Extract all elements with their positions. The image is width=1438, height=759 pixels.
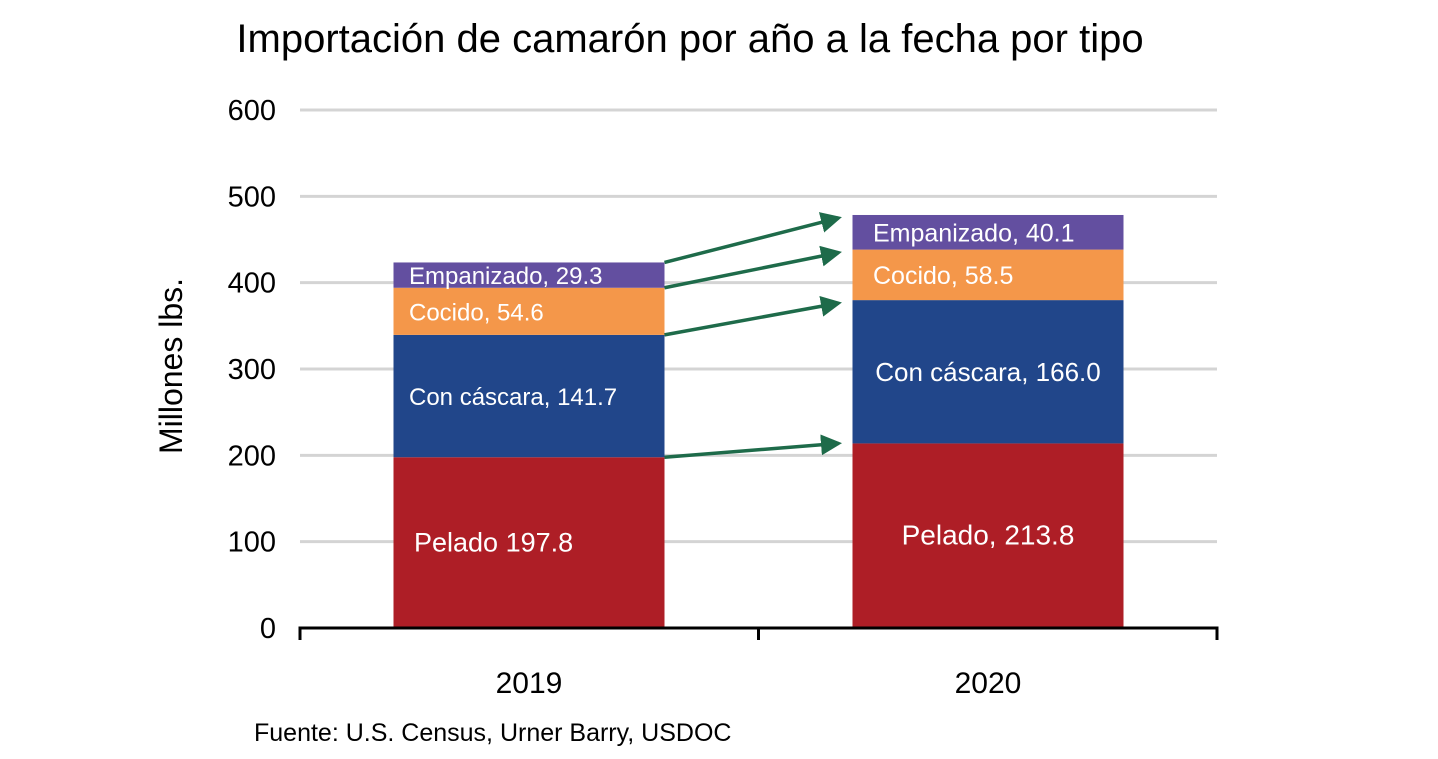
y-tick-label: 0 [260,613,276,645]
change-arrow [664,295,842,337]
data-label: Con cáscara, 166.0 [875,357,1100,387]
y-tick-label: 300 [228,354,276,386]
bars: Pelado 197.8 Con cáscara, 141.7 Cocido, 54… [393,214,1124,628]
bar-segment [393,287,665,335]
bar-segment [852,214,1124,250]
bar-segment [393,262,665,288]
change-arrows [664,212,842,459]
bar-segment [852,300,1124,444]
x-axis [298,626,1219,640]
y-tick-label: 500 [228,181,276,213]
y-tick-label: 100 [228,527,276,559]
y-tick-label: 600 [228,95,276,127]
change-arrow [664,212,842,265]
bar-segment [393,457,665,628]
x-axis-line [298,626,1219,640]
data-label: Con cáscara, 141.7 [409,384,617,411]
change-arrow [664,245,842,290]
data-label: Empanizado, 29.3 [409,263,602,290]
y-tick-label: 200 [228,440,276,472]
x-axis-ticks: 2019 2020 [496,667,1022,700]
y-axis-label: Millones lbs. [153,278,189,454]
data-label: Pelado 197.8 [414,528,573,558]
change-arrow [664,434,842,459]
bar-segment [393,334,665,458]
chart-title: Importación de camarón por año a la fech… [236,17,1143,61]
bar-segment [852,443,1124,628]
source-note: Fuente: U.S. Census, Urner Barry, USDOC [254,719,731,747]
x-tick-label: 2019 [496,667,563,700]
bar-segment [852,249,1124,301]
data-label: Cocido, 58.5 [873,262,1013,290]
data-label: Cocido, 54.6 [409,299,544,326]
y-tick-label: 400 [228,268,276,300]
y-axis-ticks: 0 100 200 300 400 500 600 [228,95,276,645]
data-label: Empanizado, 40.1 [873,219,1075,247]
x-tick-label: 2020 [955,667,1022,700]
data-label: Pelado, 213.8 [902,520,1075,551]
